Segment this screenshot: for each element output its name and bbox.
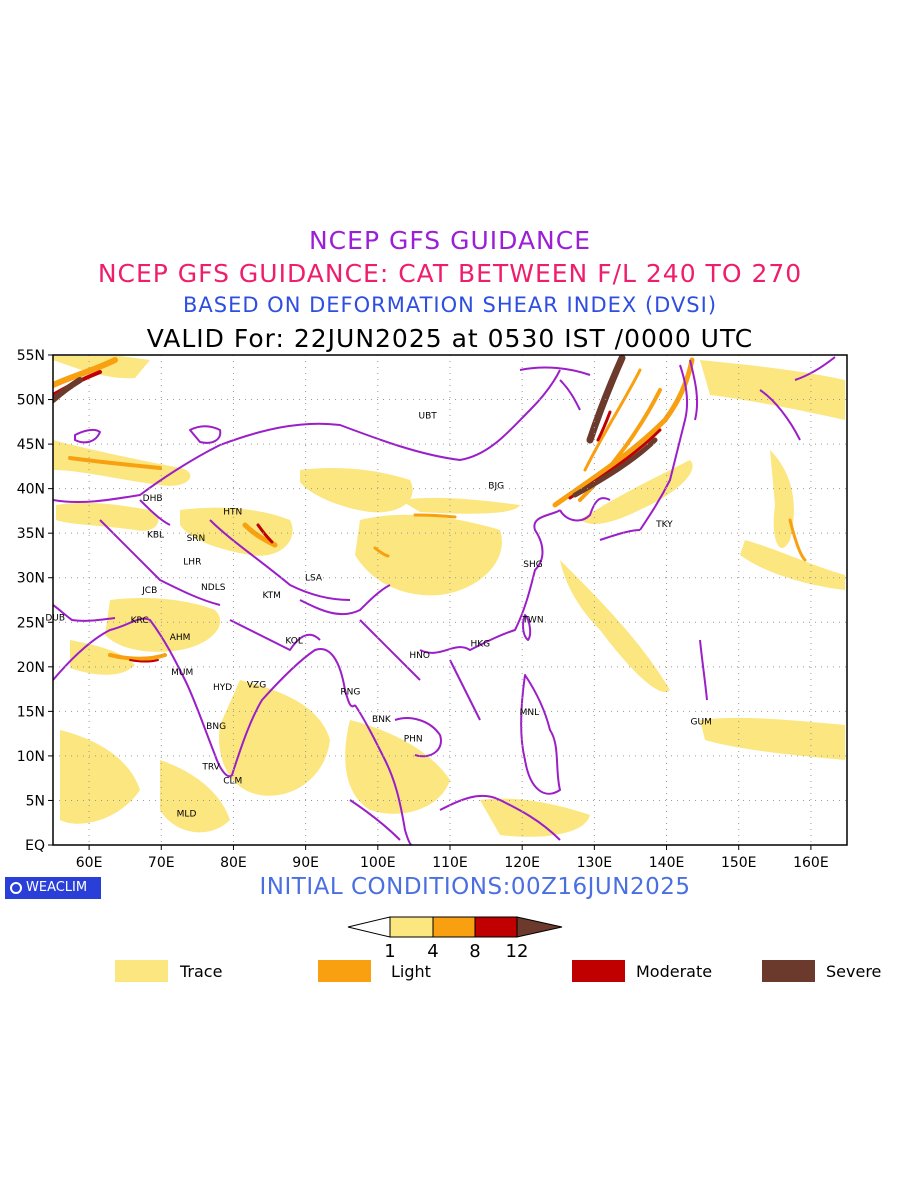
lat-tick-label: 5N: [26, 793, 45, 809]
legend-swatch-light: [318, 960, 371, 982]
station-label-hno: HNO: [409, 651, 430, 661]
lat-tick-label: EQ: [25, 838, 45, 854]
lat-tick-label: 35N: [17, 526, 45, 542]
title-line-1: NCEP GFS GUIDANCE: [308, 226, 591, 255]
station-label-clm: CLM: [223, 777, 242, 787]
station-label-ktm: KTM: [262, 591, 280, 601]
legend-swatch-trace: [115, 960, 168, 982]
title-line-3: BASED ON DEFORMATION SHEAR INDEX (DVSI): [182, 293, 718, 317]
lon-tick-label: 80E: [220, 855, 247, 871]
station-label-bnk: BNK: [372, 715, 392, 725]
colorbar: 1 4 8 12: [347, 916, 563, 962]
title-line-2: NCEP GFS GUIDANCE: CAT BETWEEN F/L 240 T…: [97, 259, 803, 288]
colorbar-tick: 12: [506, 941, 529, 962]
initial-conditions: INITIAL CONDITIONS:00Z16JUN2025: [259, 874, 691, 900]
turbulence-field: [53, 355, 845, 837]
lon-tick-label: 100E: [360, 855, 396, 871]
severe-areas: [53, 355, 658, 498]
station-label-lsa: LSA: [305, 573, 323, 583]
lat-tick-label: 55N: [17, 348, 45, 364]
coastlines: [53, 356, 836, 845]
lat-tick-label: 20N: [17, 660, 45, 676]
light-areas: [53, 357, 807, 661]
legend-swatch-moderate: [572, 960, 625, 982]
station-label-dhb: DHB: [143, 494, 163, 504]
station-label-krc: KRC: [131, 616, 149, 626]
station-label-kol: KOL: [285, 637, 303, 647]
station-label-bjg: BJG: [488, 482, 504, 492]
legend-swatch-severe: [762, 960, 815, 982]
lat-tick-label: 45N: [17, 437, 45, 453]
map-grid: [53, 355, 847, 845]
axis-ticks: EQ 5N 10N 15N 20N 25N 30N 35N 40N 45N 50N 55N 60E 70E…: [17, 348, 829, 871]
lat-tick-label: 25N: [17, 615, 45, 631]
legend-label-moderate: Moderate: [636, 962, 713, 981]
station-label-mnl: MNL: [520, 708, 540, 718]
lon-tick-label: 130E: [577, 855, 613, 871]
lon-tick-label: 110E: [432, 855, 468, 871]
station-label-gum: GUM: [691, 718, 712, 728]
weaclim-logo: WEACLIM: [5, 877, 101, 899]
lat-tick-label: 30N: [17, 571, 45, 587]
lon-tick-label: 120E: [504, 855, 540, 871]
station-label-phn: PHN: [404, 735, 423, 745]
copyright-icon: [10, 882, 22, 894]
station-label-ahm: AHM: [170, 633, 191, 643]
station-label-shg: SHG: [523, 560, 542, 570]
station-label-tky: TKY: [655, 520, 673, 530]
station-label-bng: BNG: [206, 722, 226, 732]
lat-tick-label: 50N: [17, 393, 45, 409]
legend-label-trace: Trace: [180, 962, 223, 981]
legend-label-light: Light: [391, 962, 431, 981]
lon-tick-label: 70E: [148, 855, 175, 871]
station-label-dub: DUB: [45, 613, 65, 623]
lon-tick-label: 160E: [793, 855, 829, 871]
station-label-mum: MUM: [171, 668, 193, 678]
colorbar-lower-arrow: [347, 916, 391, 938]
station-label-kbl: KBL: [147, 531, 164, 541]
station-labels: UBT BJG TKY DHB HTN KBL SRN LHR SHG LSA JCB NDLS KTM…: [45, 411, 712, 819]
lon-tick-label: 90E: [292, 855, 319, 871]
colorbar-tick: 4: [427, 941, 438, 962]
colorbar-tick: 1: [384, 941, 395, 962]
station-label-jcb: JCB: [141, 586, 157, 596]
colorbar-upper-arrow: [516, 916, 563, 938]
station-label-vzg: VZG: [247, 680, 266, 690]
station-label-hkg: HKG: [470, 639, 490, 649]
lon-tick-label: 60E: [76, 855, 103, 871]
station-label-srn: SRN: [187, 534, 206, 544]
colorbar-tick: 8: [469, 941, 480, 962]
station-label-twn: TWN: [521, 615, 543, 625]
station-label-hyd: HYD: [213, 683, 232, 693]
lon-tick-label: 140E: [649, 855, 685, 871]
station-label-ndls: NDLS: [201, 583, 226, 593]
station-label-mld: MLD: [177, 809, 197, 819]
colorbar-moderate: [474, 916, 518, 938]
trace-areas: [53, 356, 845, 837]
lat-tick-label: 40N: [17, 482, 45, 498]
station-label-lhr: LHR: [183, 557, 201, 567]
lon-tick-label: 150E: [721, 855, 757, 871]
station-label-htn: HTN: [223, 507, 242, 517]
logo-text: WEACLIM: [26, 880, 88, 895]
legend-label-severe: Severe: [826, 962, 882, 981]
valid-time-title: VALID For: 22JUN2025 at 0530 IST /0000 U…: [146, 324, 754, 353]
colorbar-light: [432, 916, 476, 938]
lat-tick-label: 15N: [17, 704, 45, 720]
station-label-trv: TRV: [201, 762, 220, 772]
colorbar-trace: [389, 916, 434, 938]
station-label-rng: RNG: [340, 687, 360, 697]
station-label-ubt: UBT: [418, 411, 437, 421]
lat-tick-label: 10N: [17, 749, 45, 765]
